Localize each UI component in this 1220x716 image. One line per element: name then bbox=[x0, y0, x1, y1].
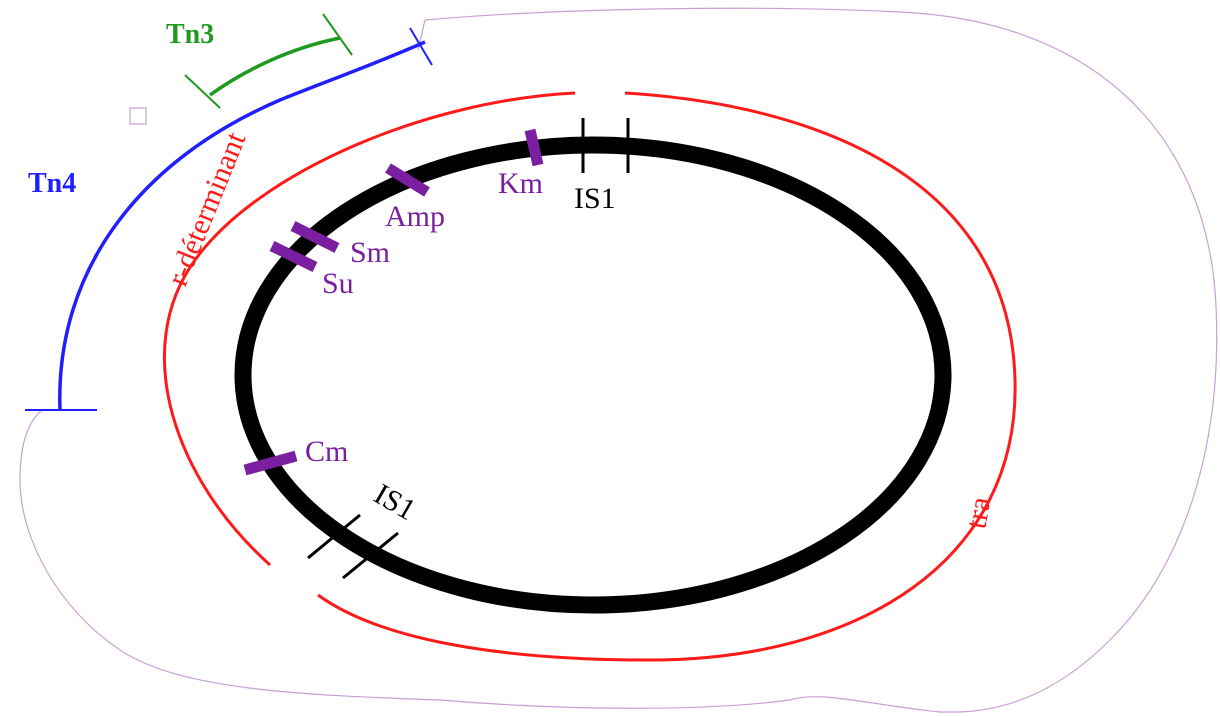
tra-arc bbox=[317, 91, 1017, 662]
is1-bottom-marker-2 bbox=[342, 531, 399, 580]
tn4-end-right bbox=[409, 27, 433, 66]
cm-label: Cm bbox=[305, 435, 348, 468]
small-square bbox=[129, 107, 147, 125]
tn3-end-left bbox=[184, 74, 221, 109]
sm-marker bbox=[290, 221, 340, 253]
tn4-label: Tn4 bbox=[28, 168, 76, 199]
r-determinant-text: r-déterminant bbox=[161, 127, 253, 291]
r-determinant-arc bbox=[163, 91, 576, 567]
outer-outline bbox=[19, 7, 1218, 713]
r-determinant-label: r-déterminant bbox=[161, 127, 253, 291]
tra-label: tra bbox=[959, 494, 997, 531]
tn4-arc bbox=[58, 40, 426, 411]
is1-bottom-label: IS1 bbox=[369, 477, 422, 526]
km-label: Km bbox=[498, 167, 543, 200]
is1-bottom-marker-1 bbox=[307, 513, 361, 560]
sm-label: Sm bbox=[350, 236, 390, 269]
tn3-arc bbox=[208, 36, 341, 97]
tn3-end-right bbox=[322, 13, 353, 56]
is1-top-label: IS1 bbox=[574, 182, 616, 215]
km-marker bbox=[524, 128, 544, 167]
su-marker bbox=[269, 241, 318, 272]
amp-marker bbox=[385, 163, 430, 197]
amp-label: Amp bbox=[385, 200, 445, 233]
cm-marker bbox=[243, 450, 298, 476]
su-label: Su bbox=[322, 267, 354, 300]
tn3-label: Tn3 bbox=[166, 19, 214, 50]
plasmid-circle bbox=[234, 136, 952, 614]
